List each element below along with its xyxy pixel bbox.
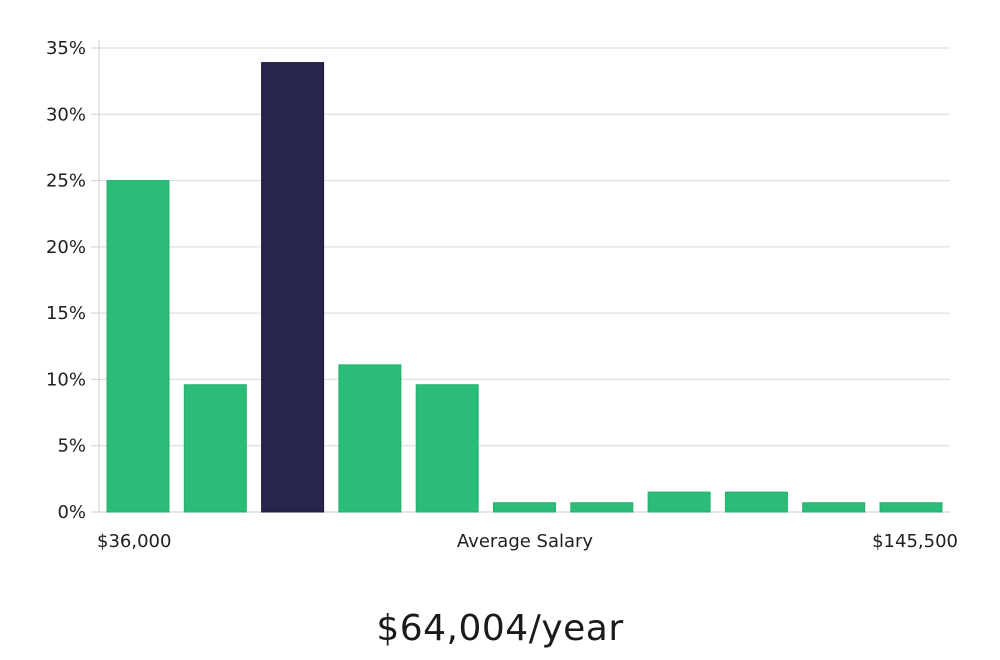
bars [106, 62, 943, 513]
bar [647, 491, 711, 513]
bar [802, 502, 866, 513]
y-tick-label: 0% [57, 502, 86, 523]
x-max-label: $145,500 [872, 531, 958, 552]
y-axis-ticks: 0% 5% 10% 15% 20% 25% 30% 35% [46, 38, 99, 523]
y-tick-label: 20% [46, 237, 86, 258]
y-tick-label: 35% [46, 38, 86, 59]
bar [724, 491, 788, 513]
bar-highlighted [261, 62, 325, 513]
bar [338, 364, 402, 513]
y-tick-label: 30% [46, 104, 86, 125]
bar [570, 502, 634, 513]
bar [106, 180, 170, 513]
x-axis-title: Average Salary [457, 531, 594, 552]
grid-lines [99, 47, 950, 447]
y-tick-label: 5% [57, 436, 86, 457]
bar [183, 384, 247, 513]
y-tick-label: 15% [46, 303, 86, 324]
x-min-label: $36,000 [97, 531, 171, 552]
y-tick-label: 10% [46, 369, 86, 390]
average-salary-headline: $64,004/year [376, 608, 624, 649]
bar [879, 502, 943, 513]
bar [415, 384, 479, 513]
salary-histogram: 0% 5% 10% 15% 20% 25% 30% 35% $36,000 Average S… [46, 38, 958, 552]
y-tick-label: 25% [46, 171, 86, 192]
bar [493, 502, 556, 513]
